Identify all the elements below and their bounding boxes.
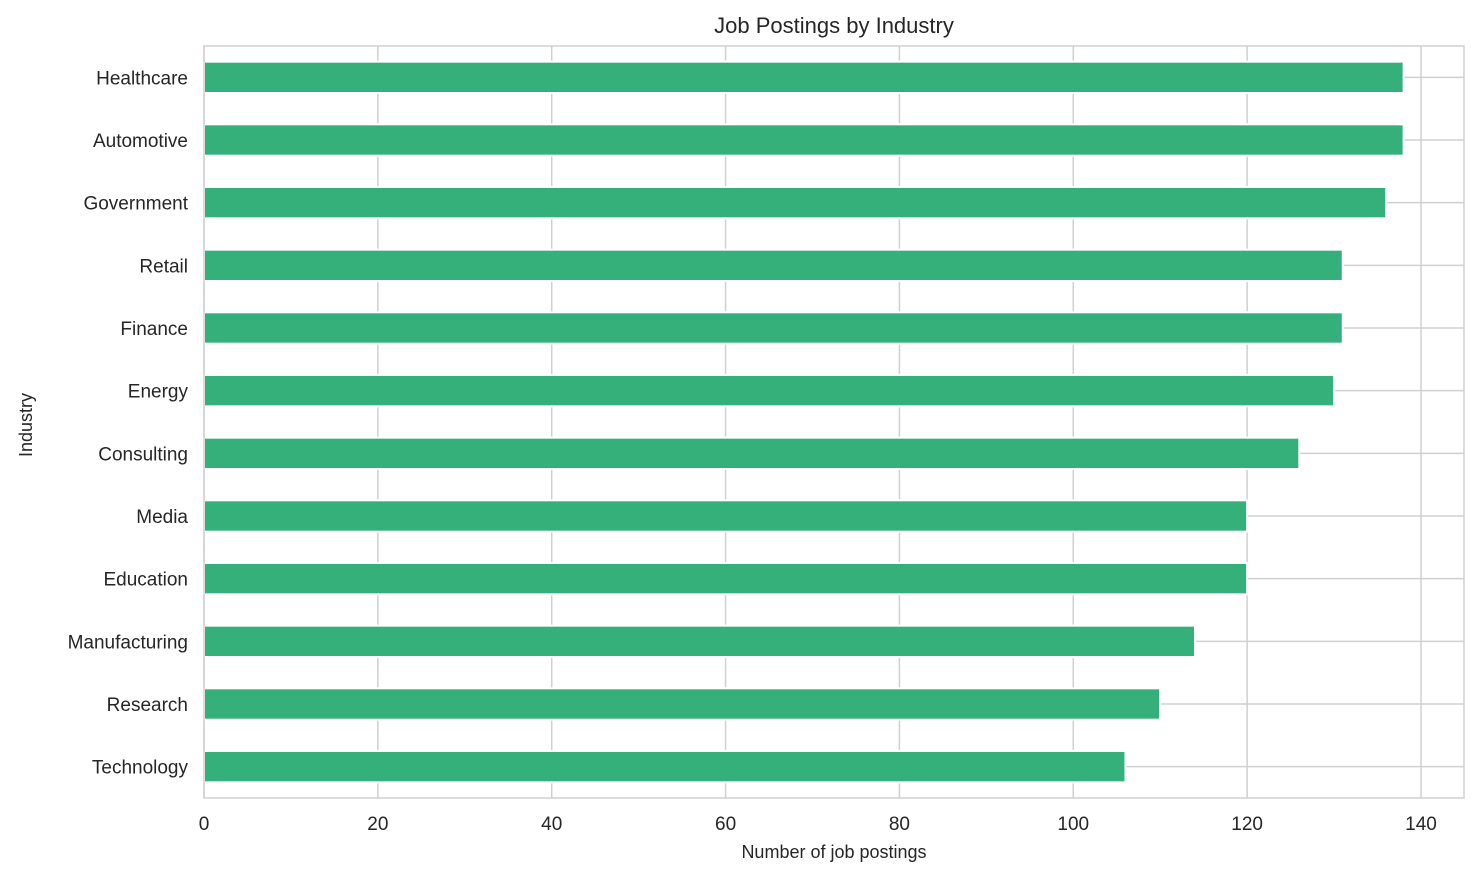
bar-retail (203, 248, 1344, 283)
x-tick-label: 60 (715, 814, 736, 835)
x-tick-label: 120 (1231, 814, 1263, 835)
x-tick-label: 100 (1057, 814, 1089, 835)
bar-media (203, 499, 1249, 533)
y-tick-label: Education (103, 570, 188, 591)
x-tick-label: 40 (541, 814, 562, 835)
y-axis-label: Industry (16, 393, 36, 457)
bar-government (203, 186, 1388, 220)
y-tick-label: Manufacturing (68, 632, 188, 653)
y-tick-label: Media (136, 507, 188, 528)
bar-education (203, 562, 1249, 596)
y-tick-label: Healthcare (96, 68, 188, 89)
bar-consulting (203, 436, 1301, 470)
bar-healthcare (203, 60, 1405, 95)
bar-automotive (203, 123, 1405, 157)
x-tick-label: 80 (889, 814, 910, 835)
y-tick-label: Technology (92, 758, 189, 779)
x-tick-labels: 0 20 40 60 80 100 120 140 (199, 814, 1437, 835)
plot-frame (203, 45, 1465, 799)
gridlines (203, 46, 1464, 798)
y-tick-labels: Healthcare Automotive Government Retail Fina… (68, 68, 189, 778)
x-tick-label: 20 (367, 814, 388, 835)
y-tick-label: Government (83, 194, 188, 215)
chart-title: Job Postings by Industry (714, 13, 954, 38)
x-tick-label: 0 (199, 814, 210, 835)
y-tick-label: Automotive (93, 131, 188, 152)
x-tick-label: 140 (1405, 814, 1437, 835)
y-tick-label: Finance (120, 319, 188, 340)
bar-manufacturing (203, 624, 1196, 659)
bar-finance (203, 311, 1344, 345)
y-tick-label: Consulting (98, 444, 188, 465)
bar-research (203, 687, 1162, 721)
y-tick-label: Retail (139, 256, 188, 277)
bar-technology (203, 750, 1127, 784)
x-axis-label: Number of job postings (741, 842, 926, 862)
y-tick-label: Energy (128, 382, 189, 403)
bar-energy (203, 374, 1336, 408)
y-tick-label: Research (107, 695, 188, 716)
bars (203, 60, 1405, 784)
